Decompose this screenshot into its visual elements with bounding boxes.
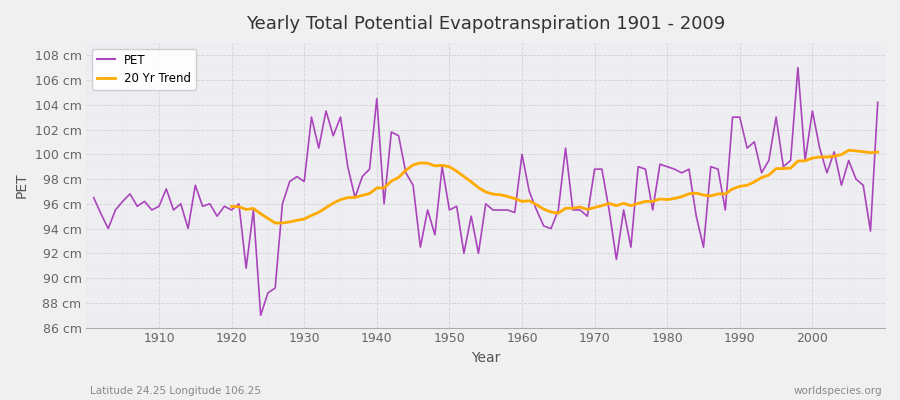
X-axis label: Year: Year <box>471 351 500 365</box>
Title: Yearly Total Potential Evapotranspiration 1901 - 2009: Yearly Total Potential Evapotranspiratio… <box>246 15 725 33</box>
Y-axis label: PET: PET <box>15 172 29 198</box>
Text: worldspecies.org: worldspecies.org <box>794 386 882 396</box>
Legend: PET, 20 Yr Trend: PET, 20 Yr Trend <box>93 49 196 90</box>
Text: Latitude 24.25 Longitude 106.25: Latitude 24.25 Longitude 106.25 <box>90 386 261 396</box>
